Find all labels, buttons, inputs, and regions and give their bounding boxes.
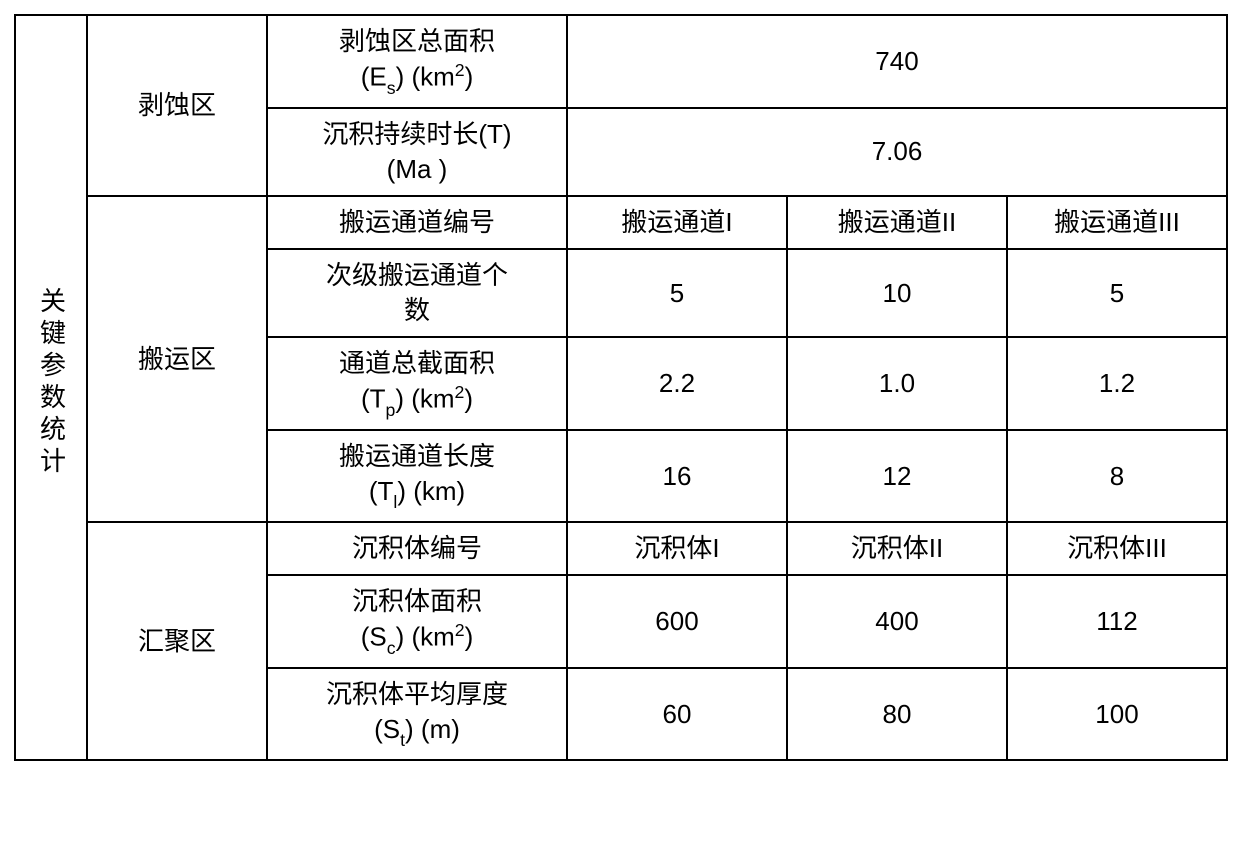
sink-area-v2: 400 xyxy=(787,575,1007,668)
table-row: 搬运区 搬运通道编号 搬运通道I 搬运通道II 搬运通道III xyxy=(15,196,1227,249)
sink-thickness-label: 沉积体平均厚度(St) (m) xyxy=(267,668,567,760)
transport-header-c2: 搬运通道II xyxy=(787,196,1007,249)
sink-header-c1: 沉积体I xyxy=(567,522,787,575)
transport-crossarea-v3: 1.2 xyxy=(1007,337,1227,430)
transport-length-label: 搬运通道长度(Tl) (km) xyxy=(267,430,567,522)
erosion-duration-label: 沉积持续时长(T)(Ma ) xyxy=(267,108,567,196)
transport-length-v1: 16 xyxy=(567,430,787,522)
erosion-area-value: 740 xyxy=(567,15,1227,108)
sink-section-label: 汇聚区 xyxy=(87,522,267,760)
erosion-section-label: 剥蚀区 xyxy=(87,15,267,196)
transport-header-c1: 搬运通道I xyxy=(567,196,787,249)
erosion-duration-value: 7.06 xyxy=(567,108,1227,196)
transport-subchannels-label: 次级搬运通道个数 xyxy=(267,249,567,337)
transport-section-label: 搬运区 xyxy=(87,196,267,522)
sink-header-c2: 沉积体II xyxy=(787,522,1007,575)
sink-header-label: 沉积体编号 xyxy=(267,522,567,575)
transport-crossarea-v1: 2.2 xyxy=(567,337,787,430)
sink-area-v3: 112 xyxy=(1007,575,1227,668)
transport-subchannels-v1: 5 xyxy=(567,249,787,337)
sink-header-c3: 沉积体III xyxy=(1007,522,1227,575)
sink-thickness-v2: 80 xyxy=(787,668,1007,760)
erosion-area-label: 剥蚀区总面积(Es) (km2) xyxy=(267,15,567,108)
transport-crossarea-v2: 1.0 xyxy=(787,337,1007,430)
transport-header-c3: 搬运通道III xyxy=(1007,196,1227,249)
table-row: 关键参数统计 剥蚀区 剥蚀区总面积(Es) (km2) 740 xyxy=(15,15,1227,108)
transport-header-label: 搬运通道编号 xyxy=(267,196,567,249)
transport-length-v3: 8 xyxy=(1007,430,1227,522)
transport-length-v2: 12 xyxy=(787,430,1007,522)
sink-thickness-v3: 100 xyxy=(1007,668,1227,760)
sink-thickness-v1: 60 xyxy=(567,668,787,760)
parameters-table: 关键参数统计 剥蚀区 剥蚀区总面积(Es) (km2) 740 沉积持续时长(T… xyxy=(14,14,1228,761)
transport-subchannels-v2: 10 xyxy=(787,249,1007,337)
sidebar-title-cell: 关键参数统计 xyxy=(15,15,87,760)
table-row: 汇聚区 沉积体编号 沉积体I 沉积体II 沉积体III xyxy=(15,522,1227,575)
transport-subchannels-v3: 5 xyxy=(1007,249,1227,337)
sidebar-title: 关键参数统计 xyxy=(33,287,68,479)
sink-area-v1: 600 xyxy=(567,575,787,668)
transport-crossarea-label: 通道总截面积(Tp) (km2) xyxy=(267,337,567,430)
sink-area-label: 沉积体面积(Sc) (km2) xyxy=(267,575,567,668)
